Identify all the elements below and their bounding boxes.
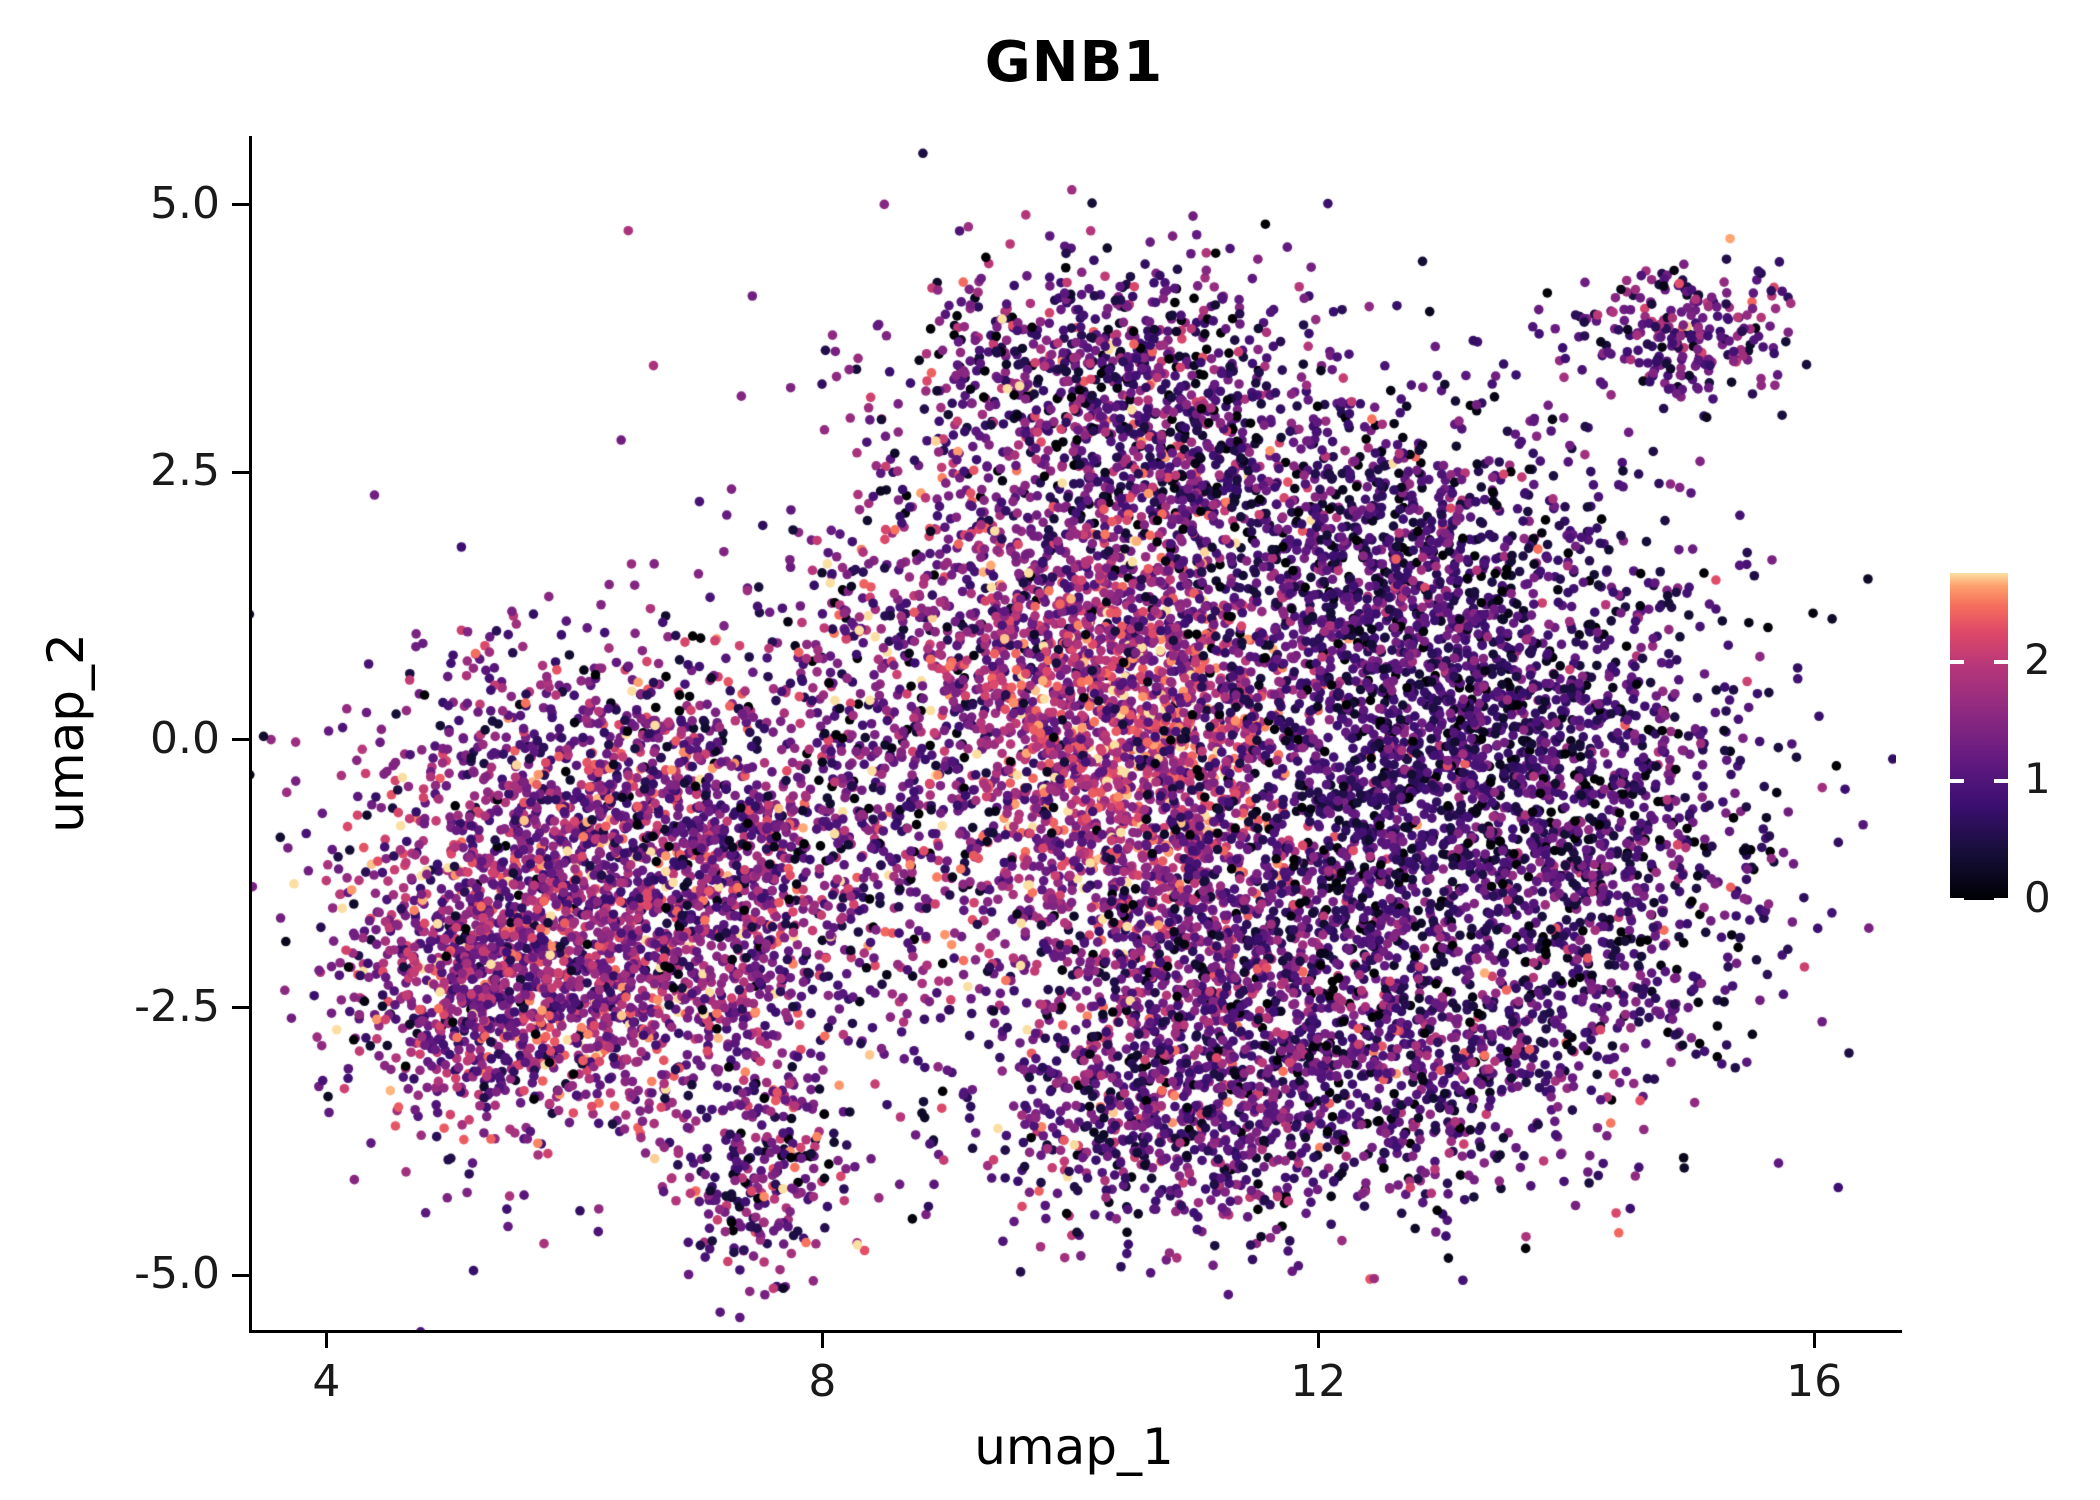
x-tick-mark — [1316, 1333, 1320, 1348]
y-tick-label: 5.0 — [150, 177, 220, 229]
colorbar-tick-label: 0 — [2024, 873, 2051, 922]
colorbar-tick-mark — [1950, 660, 1964, 665]
plot-title: GNB1 — [984, 30, 1164, 95]
y-tick-label: -2.5 — [134, 980, 220, 1032]
colorbar-tick-mark — [1950, 898, 1964, 902]
y-axis-line — [249, 136, 252, 1333]
x-tick-mark — [820, 1333, 824, 1348]
colorbar-tick-label: 1 — [2024, 754, 2051, 804]
scatter-canvas — [252, 136, 1896, 1330]
x-tick-mark — [1812, 1333, 1816, 1348]
x-tick-label: 4 — [312, 1356, 341, 1407]
x-tick-label: 8 — [808, 1356, 837, 1407]
y-tick-label: 0.0 — [150, 712, 220, 764]
y-tick-mark — [232, 203, 249, 207]
x-axis-line — [249, 1330, 1902, 1333]
x-tick-mark — [324, 1333, 328, 1348]
colorbar-tick-mark — [1994, 660, 2008, 665]
x-tick-label: 16 — [1786, 1356, 1843, 1407]
colorbar-gradient — [1950, 573, 2008, 900]
x-tick-label: 12 — [1290, 1356, 1347, 1407]
y-tick-mark — [232, 1273, 249, 1277]
colorbar-tick-mark — [1994, 779, 2008, 784]
y-axis-title: umap_2 — [37, 633, 95, 833]
y-tick-mark — [232, 1006, 249, 1010]
y-tick-label: 2.5 — [150, 445, 220, 497]
x-axis-title: umap_1 — [974, 1418, 1174, 1476]
colorbar-tick-mark — [1994, 898, 2008, 902]
y-tick-mark — [232, 470, 249, 474]
y-tick-label: -5.0 — [134, 1248, 220, 1300]
colorbar-tick-label: 2 — [2024, 635, 2051, 685]
y-tick-mark — [232, 738, 249, 742]
colorbar-tick-mark — [1950, 779, 1964, 784]
